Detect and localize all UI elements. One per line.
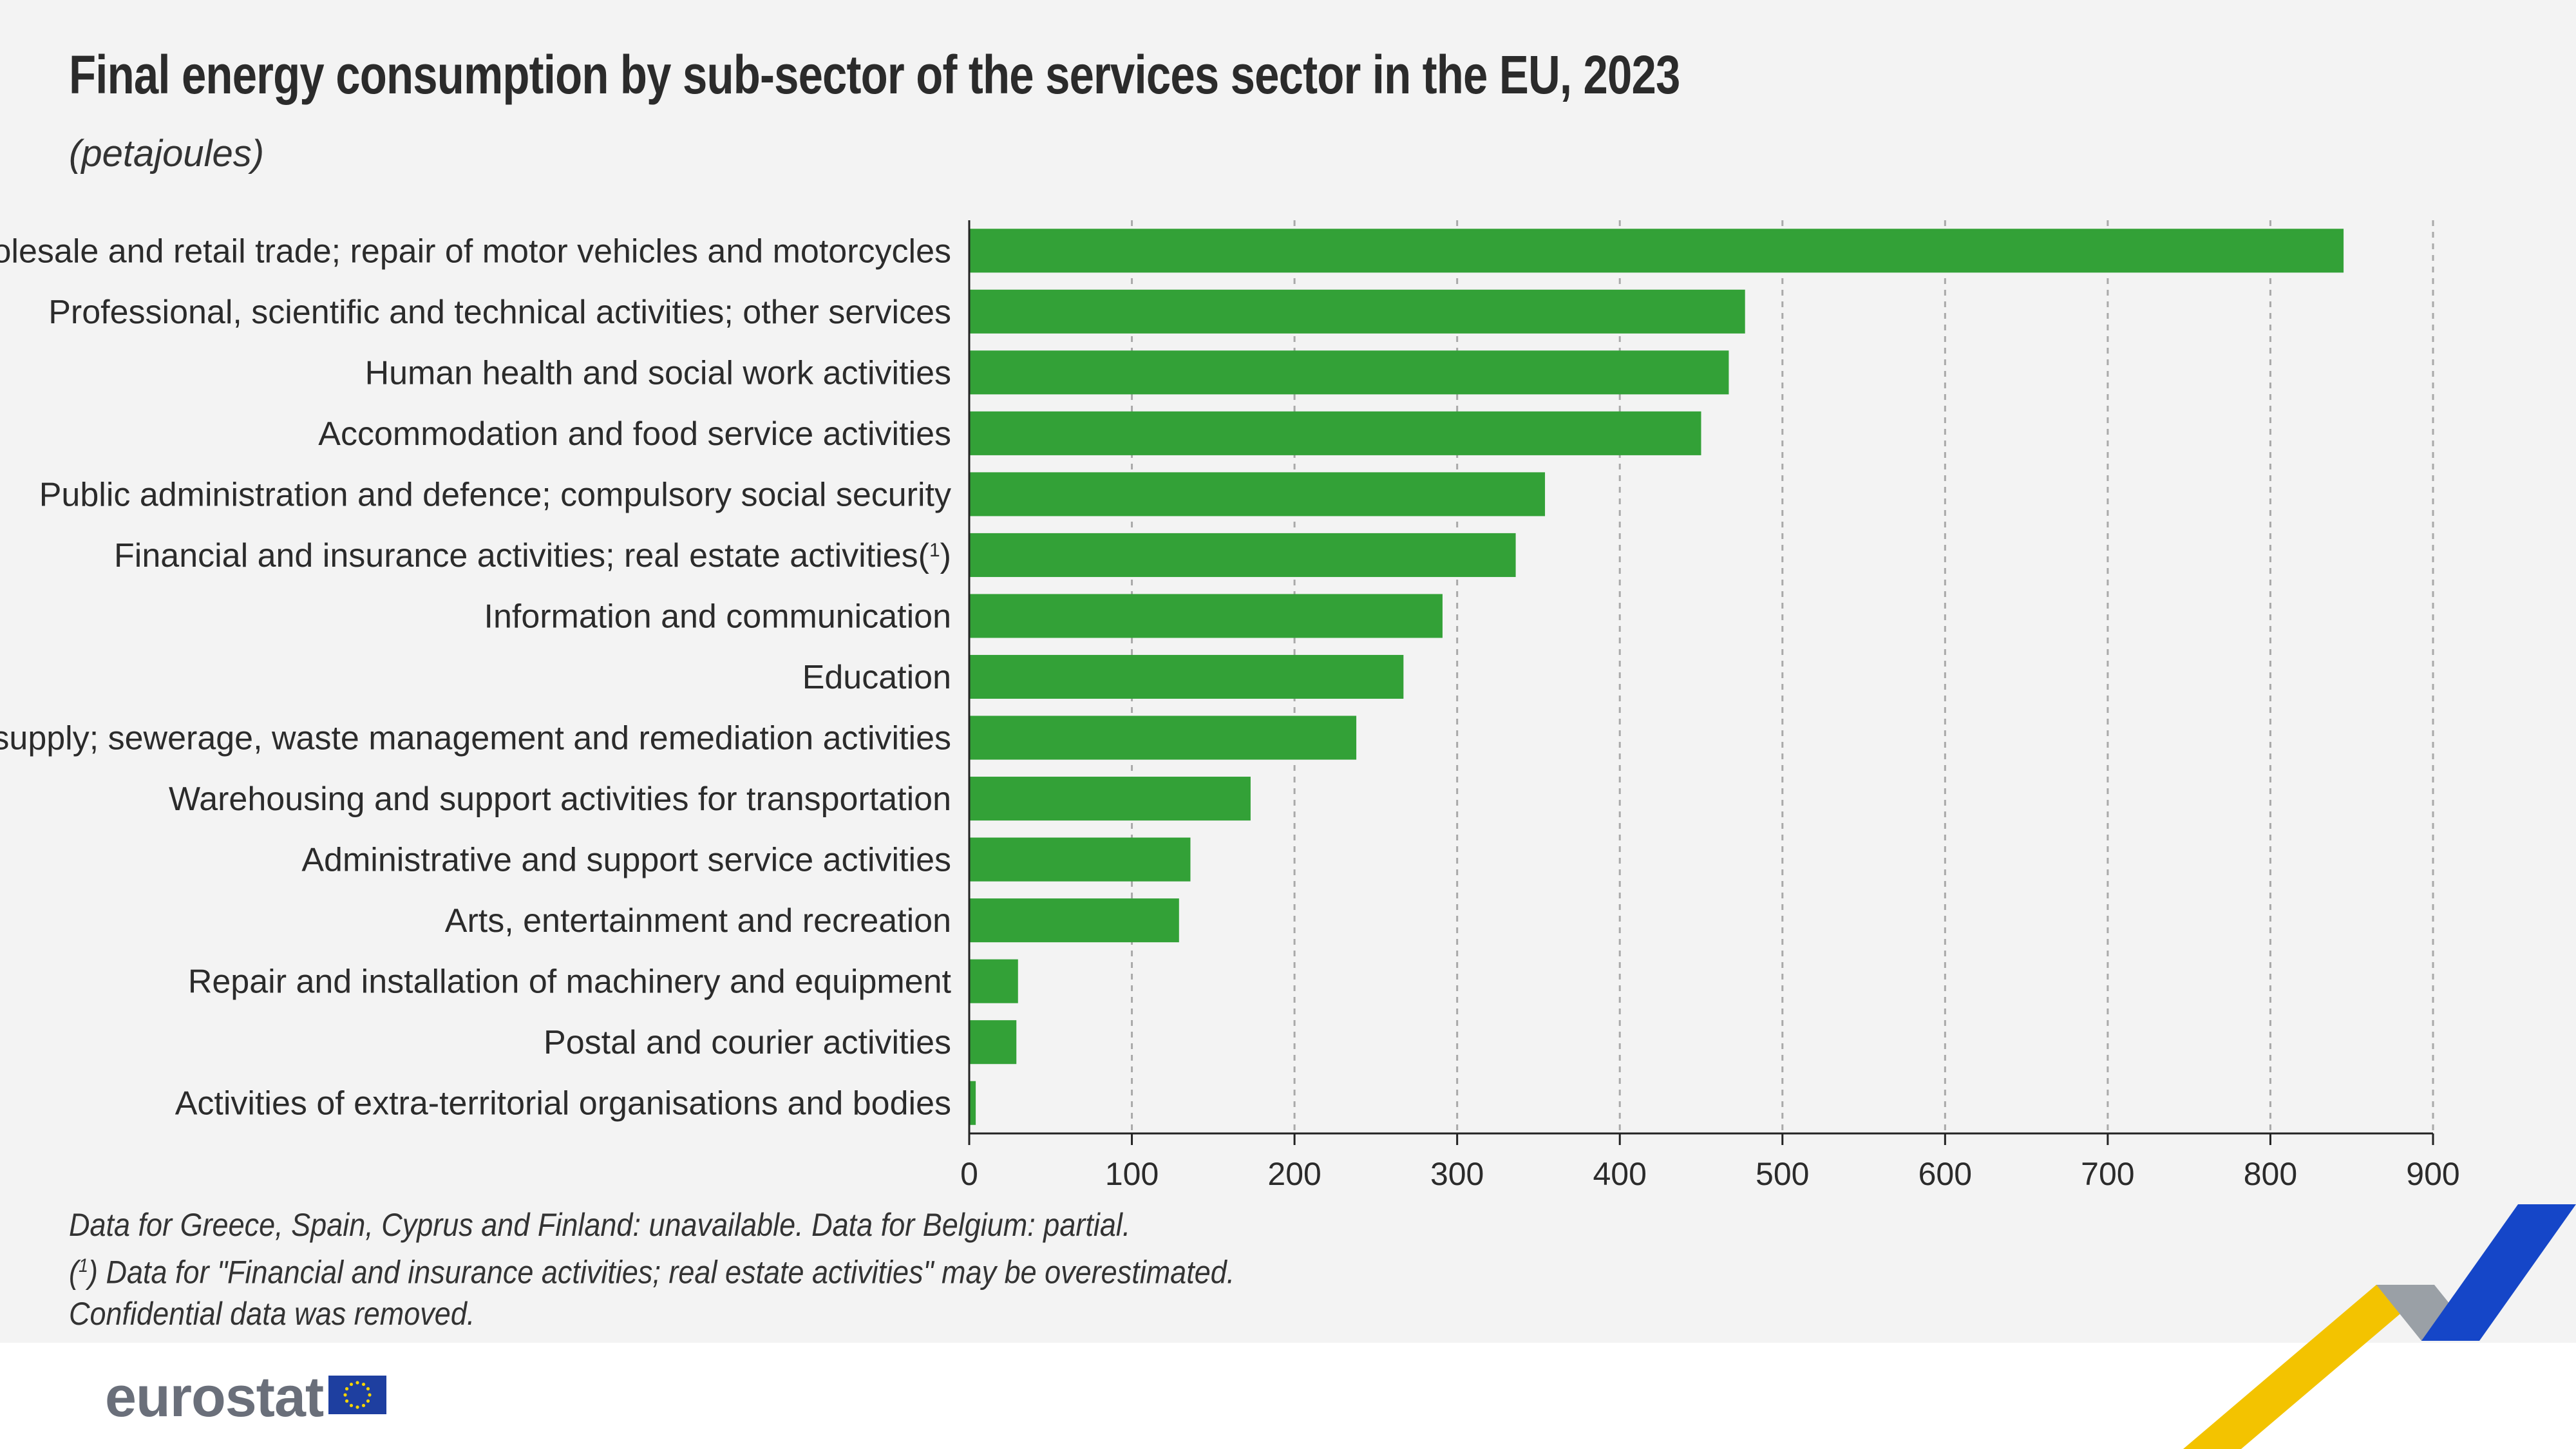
bar-chart: Wholesale and retail trade; repair of mo…	[0, 220, 2460, 1192]
bar	[969, 533, 1516, 577]
flag-star	[345, 1387, 349, 1391]
tick-label: 800	[2244, 1156, 2297, 1192]
flag-star	[349, 1403, 354, 1408]
bar	[969, 1020, 1017, 1065]
category-label: Financial and insurance activities; real…	[114, 537, 951, 574]
tick-label: 300	[1430, 1156, 1484, 1192]
flag-star	[349, 1382, 354, 1387]
tick-label: 700	[2081, 1156, 2134, 1192]
category-label: Public administration and defence; compu…	[39, 476, 951, 513]
category-label: Water supply; sewerage, waste management…	[0, 720, 951, 757]
category-label: Administrative and support service activ…	[301, 842, 951, 879]
x-axis-ticks: 0 100 200 300 400 500 600 700 800 900	[960, 1133, 2460, 1192]
category-label: Wholesale and retail trade; repair of mo…	[0, 232, 951, 270]
tick-label: 0	[960, 1156, 978, 1192]
bar	[969, 1081, 976, 1125]
footnote-1-marker: 1	[78, 1255, 89, 1276]
tick-label: 500	[1756, 1156, 1809, 1192]
category-label: Warehousing and support activities for t…	[169, 781, 951, 818]
bar	[969, 411, 1701, 455]
footnote-availability: Data for Greece, Spain, Cyprus and Finla…	[69, 1207, 1131, 1243]
category-label: Human health and social work activities	[365, 354, 951, 392]
bars	[969, 229, 2344, 1125]
category-label: Arts, entertainment and recreation	[445, 902, 951, 940]
bar	[969, 837, 1191, 882]
footnotes: Data for Greece, Spain, Cyprus and Finla…	[69, 1204, 1235, 1334]
flag-star	[368, 1393, 372, 1397]
bar	[969, 229, 2344, 273]
flag-star	[361, 1403, 366, 1408]
category-labels: Wholesale and retail trade; repair of mo…	[0, 232, 952, 1122]
bar	[969, 959, 1018, 1003]
category-label: Accommodation and food service activitie…	[318, 415, 951, 453]
category-label: Information and communication	[484, 598, 952, 635]
bar	[969, 777, 1251, 821]
bar	[969, 715, 1357, 760]
bar	[969, 898, 1179, 943]
flag-star	[366, 1387, 370, 1391]
bar	[969, 289, 1745, 334]
flag-star	[366, 1399, 370, 1403]
bar	[969, 350, 1729, 395]
bar	[969, 654, 1404, 699]
ribbon-yellow	[2183, 1285, 2434, 1449]
category-label: Professional, scientific and technical a…	[48, 294, 951, 331]
tick-label: 100	[1105, 1156, 1159, 1192]
bar	[969, 594, 1443, 638]
category-label: Education	[802, 659, 951, 696]
flag-star	[355, 1381, 359, 1385]
flag-star	[355, 1405, 359, 1409]
bar	[969, 472, 1546, 516]
category-label: Repair and installation of machinery and…	[188, 963, 952, 1001]
tick-label: 400	[1593, 1156, 1647, 1192]
tick-label: 600	[1918, 1156, 1972, 1192]
tick-label: 200	[1267, 1156, 1321, 1192]
category-label: Activities of extra-territorial organisa…	[175, 1085, 951, 1122]
eu-flag-icon	[328, 1376, 386, 1414]
footer-band	[0, 1343, 2576, 1449]
footnote-1: (1) Data for "Financial and insurance ac…	[69, 1254, 1235, 1291]
ribbon-blue	[2421, 1204, 2576, 1341]
flag-star	[361, 1382, 366, 1387]
flag-star	[343, 1393, 347, 1397]
tick-label: 900	[2406, 1156, 2459, 1192]
footnote-1-text: Data for "Financial and insurance activi…	[98, 1254, 1235, 1291]
eurostat-logo: eurostat	[105, 1365, 324, 1428]
chart-unit: (petajoules)	[69, 133, 265, 175]
category-label: Postal and courier activities	[544, 1024, 951, 1061]
flag-star	[345, 1399, 349, 1403]
chart-title: Final energy consumption by sub-sector o…	[69, 44, 1680, 105]
footnote-confidential: Confidential data was removed.	[69, 1295, 475, 1332]
decorative-ribbon-icon	[2183, 1204, 2576, 1449]
